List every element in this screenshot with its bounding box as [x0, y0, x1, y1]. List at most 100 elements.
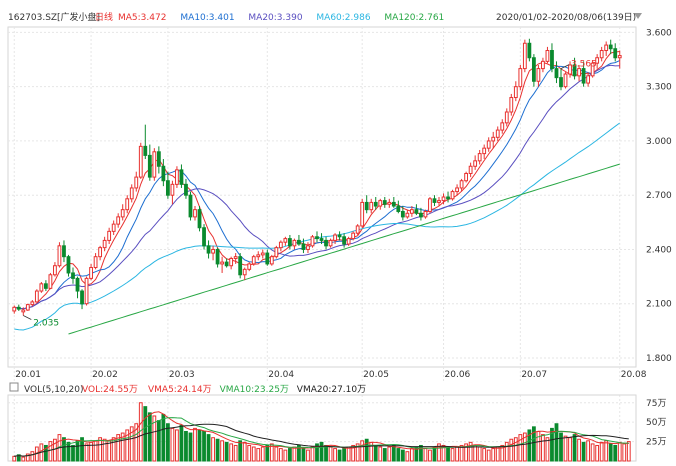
- volume-bar: [477, 446, 482, 462]
- candle-body: [495, 129, 500, 138]
- volume-tick-label: 50万: [646, 418, 666, 428]
- volume-bar: [125, 429, 130, 462]
- price-tick-label: 2.100: [646, 300, 672, 310]
- candle-body: [613, 48, 618, 59]
- volume-bar: [120, 432, 125, 462]
- volume-bar: [75, 440, 80, 462]
- volume-bar: [152, 415, 157, 462]
- candle-body: [536, 68, 541, 82]
- vma20-line: [14, 423, 629, 457]
- candle-body: [608, 44, 613, 50]
- candle-body: [116, 216, 121, 225]
- volume-y-axis: 75万 50万 25万: [646, 399, 666, 448]
- candle-body: [21, 309, 26, 313]
- candle-body: [428, 198, 432, 212]
- volume-bar: [256, 448, 261, 462]
- candle-body: [175, 169, 179, 185]
- volume-bar: [441, 444, 446, 462]
- volume-bar: [346, 446, 351, 462]
- candle-body: [224, 261, 229, 267]
- candle-body: [197, 209, 202, 229]
- volume-bar: [355, 443, 360, 462]
- volume-bar: [48, 441, 53, 462]
- volume-bar: [315, 443, 319, 462]
- candle-body: [111, 223, 116, 232]
- volume-bar: [446, 446, 450, 462]
- volume-bar: [242, 441, 247, 462]
- volume-bar: [437, 443, 441, 462]
- volume-bar: [617, 441, 622, 462]
- volume-bar: [378, 446, 383, 462]
- volume-settings-icon[interactable]: [9, 382, 19, 392]
- candle-body: [531, 57, 536, 82]
- candle-body: [568, 64, 572, 75]
- volume-bar: [269, 443, 274, 462]
- volume-bar: [432, 446, 437, 462]
- volume-bar: [283, 449, 288, 462]
- candle-body: [16, 306, 21, 310]
- dropdown-icon[interactable]: [634, 13, 642, 19]
- volume-bar: [319, 441, 324, 462]
- volume-bar: [215, 438, 220, 462]
- candle-body: [500, 122, 505, 131]
- candle-body: [156, 151, 161, 167]
- date-range-label[interactable]: 2020/01/02-2020/08/06(139日): [496, 12, 636, 23]
- candle-body: [75, 277, 80, 292]
- ma60-line: [14, 122, 620, 331]
- price-tick-label: 2.400: [646, 245, 672, 255]
- candle-body: [211, 248, 215, 254]
- volume-bar: [193, 427, 197, 462]
- volume-bar: [287, 448, 292, 462]
- candle-body: [278, 241, 283, 249]
- volume-bar: [482, 448, 487, 462]
- candle-body: [310, 236, 315, 247]
- volume-bar: [247, 444, 252, 462]
- candle-body: [328, 239, 333, 247]
- candle-body: [107, 230, 112, 241]
- candle-body: [98, 247, 103, 258]
- candle-body: [527, 42, 532, 59]
- candle-body: [53, 265, 57, 276]
- date-tick-label: 20.03: [169, 370, 195, 380]
- candle-body: [373, 201, 378, 207]
- volume-bar: [224, 441, 229, 462]
- volume-bar: [111, 437, 116, 462]
- candle-body: [43, 283, 48, 289]
- candle-body: [89, 267, 93, 279]
- volume-bar: [459, 444, 464, 462]
- price-y-axis: 3.600 3.300 3.000 2.700 2.400 2.100 1.800: [646, 28, 672, 364]
- volume-bar: [165, 423, 170, 462]
- candle-body: [360, 201, 365, 227]
- volume-bar: [568, 437, 572, 462]
- candle-body: [333, 234, 337, 241]
- volume-bar: [405, 451, 410, 462]
- volume-bar: [206, 434, 211, 462]
- volume-legend-item: VMA20:27.10万: [297, 385, 366, 395]
- volume-bar: [541, 434, 545, 462]
- volume-bar: [188, 432, 193, 462]
- volume-bar: [464, 443, 469, 462]
- ma-legend: MA5:3.472 MA10:3.401 MA20:3.390 MA60:2.986 M…: [118, 13, 444, 23]
- price-tick-label: 3.000: [646, 137, 672, 147]
- volume-bar: [396, 448, 401, 462]
- volume-bar: [559, 432, 563, 462]
- candle-body: [138, 145, 143, 178]
- candle-body: [572, 64, 577, 77]
- candle-body: [337, 234, 342, 238]
- candle-body: [170, 183, 175, 196]
- candle-body: [346, 238, 351, 245]
- candle-body: [242, 268, 247, 276]
- candle-body: [297, 239, 301, 245]
- candle-body: [477, 153, 482, 162]
- candle-body: [256, 254, 261, 258]
- volume-bar: [599, 441, 604, 462]
- volume-bar: [509, 438, 514, 462]
- price-annotations: 3.565 2.035: [23, 60, 597, 328]
- volume-legend-item: VOL:24.55万: [82, 385, 138, 395]
- candle-body: [319, 238, 324, 241]
- volume-bar: [71, 444, 75, 462]
- candle-body: [165, 180, 170, 196]
- ma5-line: [14, 51, 620, 310]
- volume-bar: [428, 449, 432, 462]
